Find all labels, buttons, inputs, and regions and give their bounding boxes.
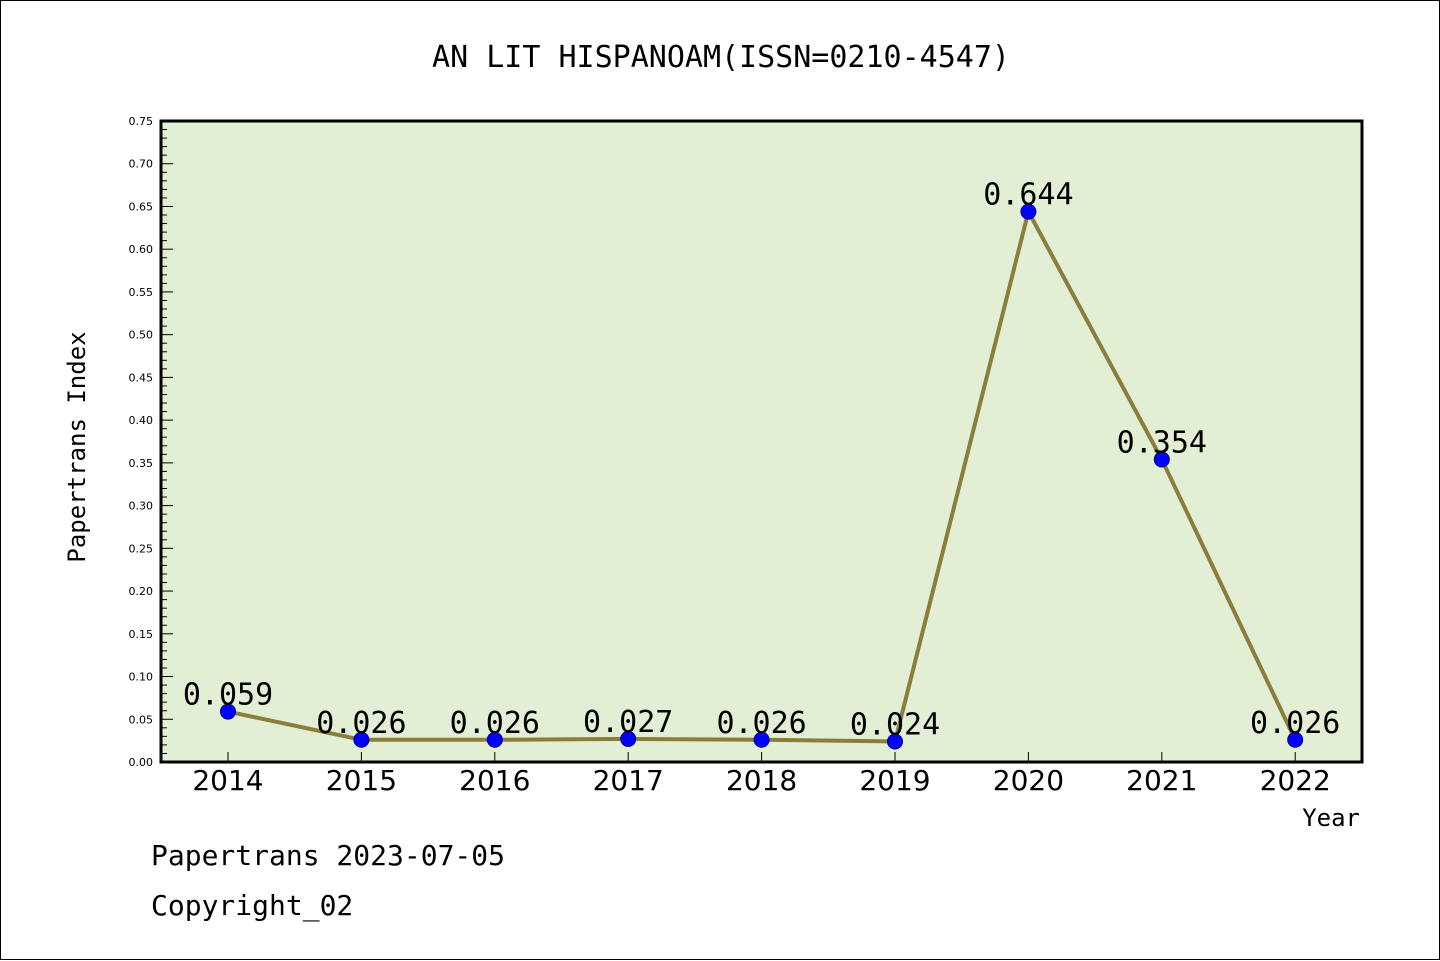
y-tick-label: 0.30 [129, 500, 154, 513]
data-label: 0.059 [183, 678, 273, 713]
x-tick-label: 2018 [726, 764, 797, 797]
data-label: 0.026 [1250, 706, 1340, 741]
y-tick-label: 0.70 [129, 158, 154, 171]
data-label: 0.024 [850, 707, 940, 742]
y-tick-label: 0.50 [129, 329, 154, 342]
data-label: 0.026 [716, 706, 806, 741]
data-point [1020, 203, 1037, 220]
y-tick-label: 0.60 [129, 243, 154, 256]
data-point [1287, 731, 1304, 748]
y-tick-label: 0.40 [129, 414, 154, 427]
y-tick-label: 0.00 [129, 756, 154, 769]
data-label: 0.026 [450, 706, 540, 741]
y-tick-label: 0.35 [129, 457, 154, 470]
x-tick-label: 2017 [593, 764, 664, 797]
x-tick-label: 2016 [459, 764, 530, 797]
x-tick-label: 2020 [993, 764, 1064, 797]
data-labels: 0.059 0.026 0.026 0.027 0.026 0.024 0.644 0.354… [183, 178, 1341, 743]
y-tick-label: 0.25 [129, 542, 154, 555]
x-axis: 2014 2015 2016 2017 2018 2019 2020 2021 2022 [192, 752, 1331, 797]
x-tick-label: 2014 [192, 764, 263, 797]
data-label: 0.354 [1117, 425, 1207, 460]
y-tick-label: 0.45 [129, 371, 154, 384]
x-tick-label: 2022 [1260, 764, 1331, 797]
x-tick-label: 2015 [326, 764, 397, 797]
data-point [486, 731, 503, 748]
data-label: 0.644 [983, 178, 1073, 213]
data-point [220, 703, 236, 720]
x-tick-label: 2021 [1126, 764, 1197, 797]
x-tick-label: 2019 [859, 764, 930, 797]
y-tick-label: 0.20 [129, 585, 154, 598]
y-tick-label: 0.15 [129, 628, 154, 641]
data-point [753, 731, 770, 748]
series [220, 203, 1304, 750]
data-label: 0.026 [316, 706, 406, 741]
data-point [887, 733, 903, 750]
y-tick-label: 0.55 [129, 286, 154, 299]
y-tick-label: 0.65 [129, 200, 154, 213]
data-point [1153, 451, 1170, 468]
footer-date: Papertrans 2023-07-05 [151, 839, 505, 872]
data-label: 0.027 [583, 705, 673, 740]
data-point [620, 730, 637, 747]
data-point [353, 731, 370, 748]
y-tick-label: 0.75 [129, 115, 154, 128]
y-axis: 0.00 0.05 0.10 0.15 0.20 0.25 0.30 0.35 0.40 0.45… [129, 115, 173, 769]
footer-copyright: Copyright_02 [151, 889, 353, 923]
y-tick-label: 0.05 [129, 713, 154, 726]
plot-frame [159, 119, 1364, 764]
plot-area [161, 121, 1362, 762]
y-tick-label: 0.10 [129, 671, 154, 684]
y-axis-label: Papertrans Index [63, 331, 91, 562]
chart-title: AN LIT HISPANOAM(ISSN=0210-4547) [432, 40, 1010, 75]
x-axis-label: Year [1302, 804, 1360, 832]
